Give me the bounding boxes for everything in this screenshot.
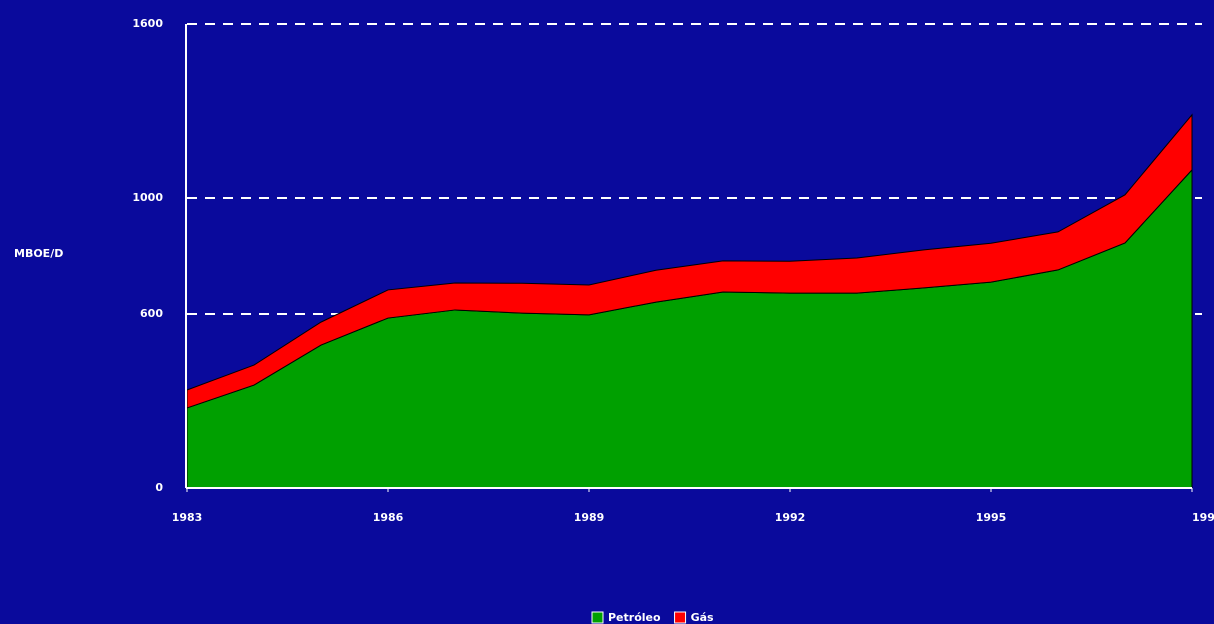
x-tick-label: 1986	[373, 511, 404, 524]
x-tick-label: 1989	[574, 511, 605, 524]
legend-swatch	[674, 611, 687, 624]
x-tick-label: 1992	[775, 511, 806, 524]
x-tick-label: 1995	[976, 511, 1007, 524]
y-tick-label: 0	[155, 481, 163, 494]
y-tick-label: 1000	[132, 191, 163, 204]
legend-label: Gás	[691, 611, 714, 624]
x-tick-label: 1983	[172, 511, 203, 524]
y-tick-label: 1600	[132, 17, 163, 30]
y-tick-label: 600	[140, 307, 163, 320]
legend-swatch	[591, 611, 604, 624]
legend-label: Petróleo	[608, 611, 661, 624]
y-axis-label: MBOE/D	[14, 247, 63, 260]
area	[186, 113, 1193, 409]
x-tick-label: 1998	[1192, 511, 1214, 524]
